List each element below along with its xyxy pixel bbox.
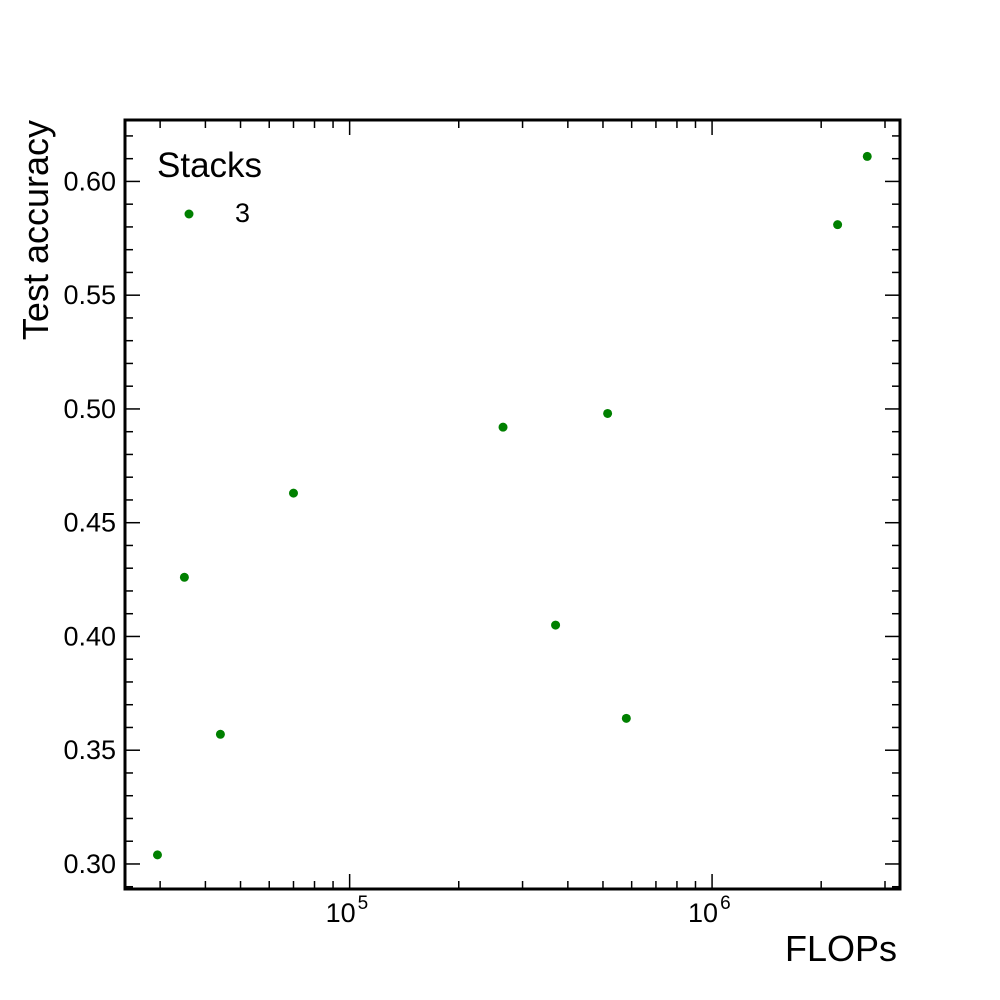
- axis-ticks: [125, 120, 900, 889]
- data-point: [215, 729, 225, 739]
- y-tick-label: 0.40: [63, 621, 116, 651]
- y-tick-label: 0.60: [63, 166, 116, 196]
- x-tick-labels: 10 5 10 6: [326, 893, 731, 928]
- x-tick-label-base: 10: [688, 898, 718, 928]
- data-point: [833, 220, 843, 230]
- legend-marker: [184, 209, 194, 219]
- x-axis-label: FLOPs: [785, 928, 897, 969]
- data-point: [288, 488, 298, 498]
- data-point: [603, 408, 613, 418]
- y-tick-label: 0.55: [63, 280, 116, 310]
- y-tick-label: 0.30: [63, 849, 116, 879]
- legend-title: Stacks: [157, 146, 262, 185]
- legend: Stacks 3: [157, 146, 262, 228]
- x-tick-label: 10 5: [326, 893, 369, 928]
- y-tick-label: 0.35: [63, 735, 116, 765]
- plot-frame: [123, 118, 902, 891]
- data-point: [152, 850, 162, 860]
- data-points: [152, 151, 872, 860]
- x-tick-label: 10 6: [688, 893, 731, 928]
- data-point: [498, 422, 508, 432]
- x-tick-label-base: 10: [326, 898, 356, 928]
- y-tick-label: 0.50: [63, 394, 116, 424]
- data-point: [551, 620, 561, 630]
- data-point: [621, 713, 631, 723]
- y-axis-label: Test accuracy: [15, 120, 56, 340]
- x-tick-label-exponent: 6: [720, 893, 731, 914]
- legend-label: 3: [235, 198, 250, 228]
- data-point: [862, 151, 872, 161]
- y-tick-labels: 0.30 0.35 0.40 0.45 0.50 0.55 0.60: [63, 166, 116, 879]
- x-tick-label-exponent: 5: [358, 893, 369, 914]
- y-tick-label: 0.45: [63, 508, 116, 538]
- data-point: [179, 572, 189, 582]
